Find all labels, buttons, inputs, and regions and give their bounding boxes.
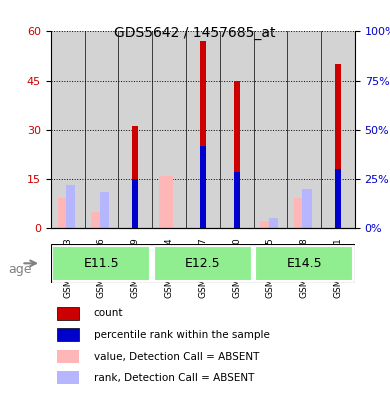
Bar bbox=[57, 307, 79, 320]
FancyBboxPatch shape bbox=[255, 246, 353, 281]
Bar bbox=[335, 64, 341, 228]
Bar bbox=[287, 31, 321, 228]
Bar bbox=[152, 31, 186, 228]
Text: percentile rank within the sample: percentile rank within the sample bbox=[94, 330, 269, 340]
Bar bbox=[132, 127, 138, 228]
Text: age: age bbox=[8, 263, 31, 276]
Bar bbox=[118, 31, 152, 228]
Bar bbox=[335, 169, 341, 228]
Bar bbox=[200, 41, 206, 228]
Bar bbox=[99, 192, 109, 228]
Bar bbox=[294, 198, 308, 228]
Bar bbox=[58, 198, 72, 228]
Bar bbox=[200, 146, 206, 228]
Bar bbox=[132, 179, 138, 228]
Bar bbox=[66, 185, 75, 228]
Text: E11.5: E11.5 bbox=[83, 257, 119, 270]
Bar bbox=[85, 31, 118, 228]
Bar bbox=[57, 350, 79, 363]
Bar bbox=[57, 328, 79, 341]
Bar bbox=[234, 172, 239, 228]
Bar bbox=[254, 31, 287, 228]
Bar bbox=[269, 218, 278, 228]
Text: value, Detection Call = ABSENT: value, Detection Call = ABSENT bbox=[94, 352, 259, 362]
Text: rank, Detection Call = ABSENT: rank, Detection Call = ABSENT bbox=[94, 373, 254, 383]
FancyBboxPatch shape bbox=[154, 246, 252, 281]
Text: E14.5: E14.5 bbox=[286, 257, 322, 270]
Bar bbox=[302, 189, 312, 228]
Text: GDS5642 / 1457685_at: GDS5642 / 1457685_at bbox=[114, 26, 276, 40]
Bar bbox=[321, 31, 355, 228]
Bar bbox=[91, 211, 106, 228]
Text: count: count bbox=[94, 309, 123, 318]
Bar bbox=[186, 31, 220, 228]
Bar bbox=[261, 221, 275, 228]
FancyBboxPatch shape bbox=[52, 246, 151, 281]
Bar bbox=[220, 31, 254, 228]
Bar bbox=[159, 176, 173, 228]
Text: E12.5: E12.5 bbox=[185, 257, 221, 270]
Bar bbox=[57, 371, 79, 384]
Bar bbox=[51, 31, 85, 228]
Bar bbox=[234, 81, 239, 228]
